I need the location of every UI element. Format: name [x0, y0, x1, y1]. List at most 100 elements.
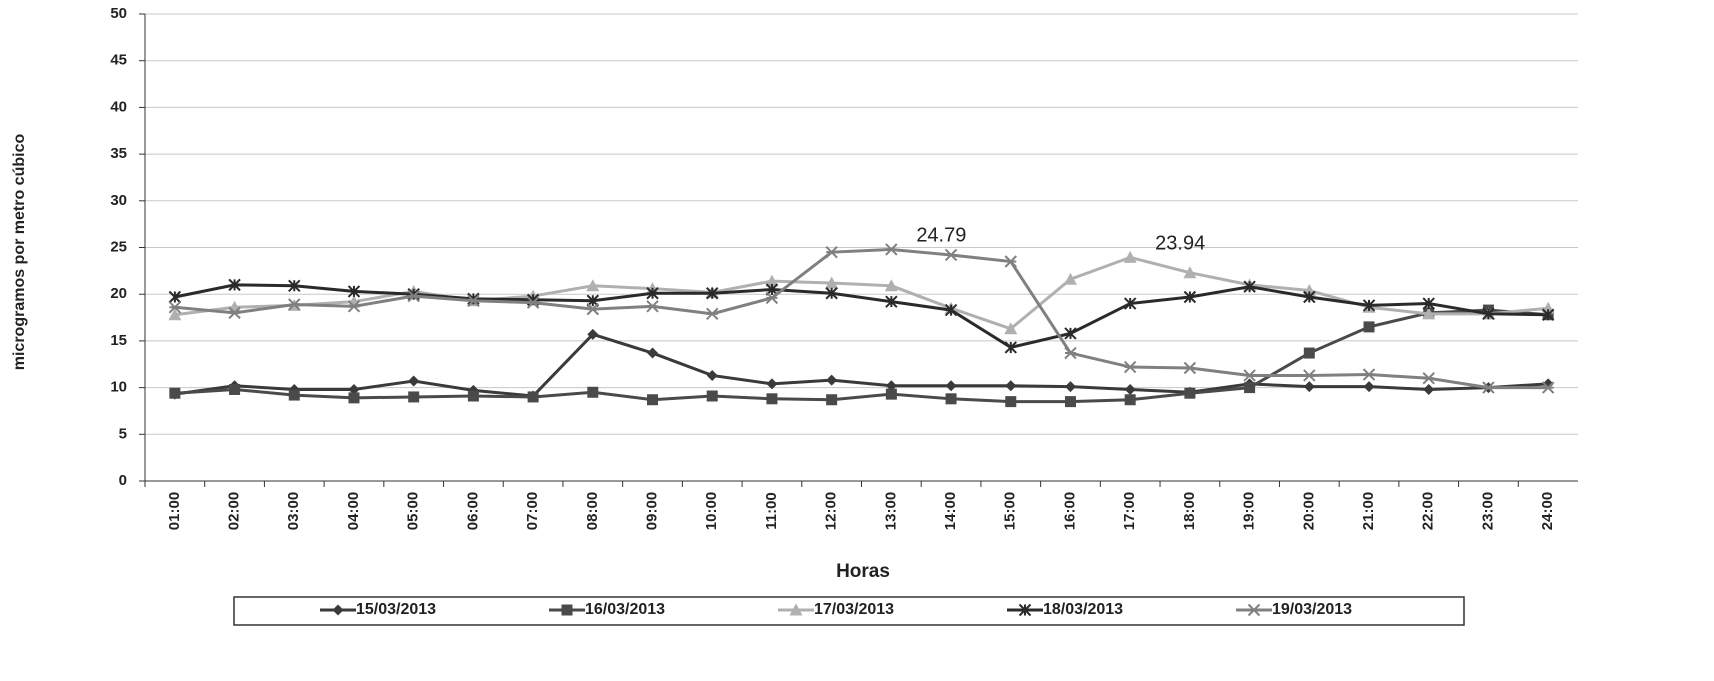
x-tick-label: 13:00 [882, 492, 899, 530]
marker [332, 604, 344, 616]
x-tick-label: 18:00 [1181, 492, 1198, 530]
marker [944, 248, 958, 262]
marker [408, 375, 420, 387]
marker [826, 394, 838, 406]
marker [1005, 380, 1017, 392]
y-tick-label: 40 [110, 98, 127, 115]
legend-item: 19/03/2013 [1236, 601, 1352, 618]
marker [467, 292, 480, 306]
marker [884, 279, 898, 292]
legend-item: 18/03/2013 [1007, 601, 1123, 618]
marker [467, 294, 480, 307]
x-tick-label: 01:00 [166, 492, 183, 530]
marker [1244, 382, 1256, 394]
legend-box [233, 596, 1465, 626]
marker [945, 393, 957, 405]
marker [1123, 297, 1137, 310]
x-tick-label: 03:00 [285, 492, 302, 530]
y-tick-label: 35 [110, 145, 127, 162]
marker [1303, 290, 1316, 304]
marker [1063, 272, 1077, 285]
marker [706, 390, 718, 402]
marker [288, 298, 301, 311]
marker [1243, 369, 1256, 382]
marker [1123, 360, 1137, 374]
x-tick-label: 11:00 [763, 492, 780, 530]
legend-label: 17/03/2013 [814, 601, 894, 618]
x-tick-label: 23:00 [1479, 492, 1496, 530]
marker [526, 296, 540, 309]
marker [1362, 299, 1376, 312]
marker [348, 383, 360, 395]
marker [885, 380, 897, 392]
marker [766, 378, 778, 390]
marker [168, 290, 182, 304]
marker [1303, 369, 1316, 382]
marker [706, 307, 719, 321]
marker [766, 393, 778, 405]
legend-label: 18/03/2013 [1043, 601, 1123, 618]
legend-label: 16/03/2013 [585, 601, 665, 618]
marker [945, 380, 957, 392]
x-tick-label: 15:00 [1002, 492, 1019, 530]
x-tick-label: 17:00 [1121, 492, 1138, 530]
marker [1004, 341, 1017, 354]
x-tick-label: 19:00 [1241, 492, 1258, 530]
marker [1124, 394, 1136, 406]
marker [407, 289, 420, 303]
marker [587, 386, 599, 398]
marker [1422, 297, 1435, 310]
x-tick-label: 08:00 [584, 492, 601, 530]
legend-label: 19/03/2013 [1272, 601, 1352, 618]
marker [347, 285, 361, 298]
marker [706, 369, 718, 381]
marker [1004, 255, 1017, 268]
marker [1363, 321, 1375, 333]
marker [1303, 347, 1315, 359]
x-tick-label: 02:00 [226, 492, 243, 530]
legend-item: 15/03/2013 [320, 601, 436, 618]
marker [1064, 381, 1076, 393]
marker [467, 390, 479, 402]
series-line [174, 308, 1549, 404]
series-line [174, 247, 1549, 390]
marker [1064, 396, 1076, 408]
marker [1482, 381, 1495, 394]
marker [1422, 372, 1435, 385]
legend-item: 16/03/2013 [549, 601, 665, 618]
series-line [174, 283, 1549, 350]
y-tick-label: 15 [110, 332, 127, 349]
marker [168, 308, 182, 321]
x-tick-label: 09:00 [643, 492, 660, 530]
legend-item: 17/03/2013 [778, 601, 894, 618]
marker [1541, 308, 1555, 321]
marker [1124, 383, 1136, 395]
marker [1423, 383, 1435, 395]
y-tick-label: 10 [110, 379, 127, 396]
y-tick-label: 45 [110, 52, 127, 69]
marker [1183, 290, 1197, 304]
marker [288, 279, 301, 293]
marker [347, 300, 361, 313]
marker [944, 303, 958, 317]
marker [1018, 603, 1032, 617]
x-tick-label: 12:00 [823, 492, 840, 530]
marker [647, 394, 659, 406]
y-tick-label: 0 [119, 472, 127, 489]
legend-label: 15/03/2013 [356, 601, 436, 618]
marker [408, 391, 420, 403]
marker [169, 387, 181, 399]
x-tick-label: 10:00 [703, 492, 720, 530]
marker [229, 383, 241, 395]
marker [228, 278, 241, 292]
x-tick-label: 16:00 [1061, 492, 1078, 530]
marker [1541, 381, 1555, 394]
x-tick-label: 21:00 [1360, 492, 1377, 530]
x-tick-label: 04:00 [345, 492, 362, 530]
marker [348, 392, 360, 404]
marker [1183, 361, 1197, 375]
marker [1183, 266, 1197, 279]
y-axis-label: microgramos por metro cúbico [11, 134, 28, 371]
marker [885, 243, 898, 256]
marker [1363, 381, 1375, 393]
